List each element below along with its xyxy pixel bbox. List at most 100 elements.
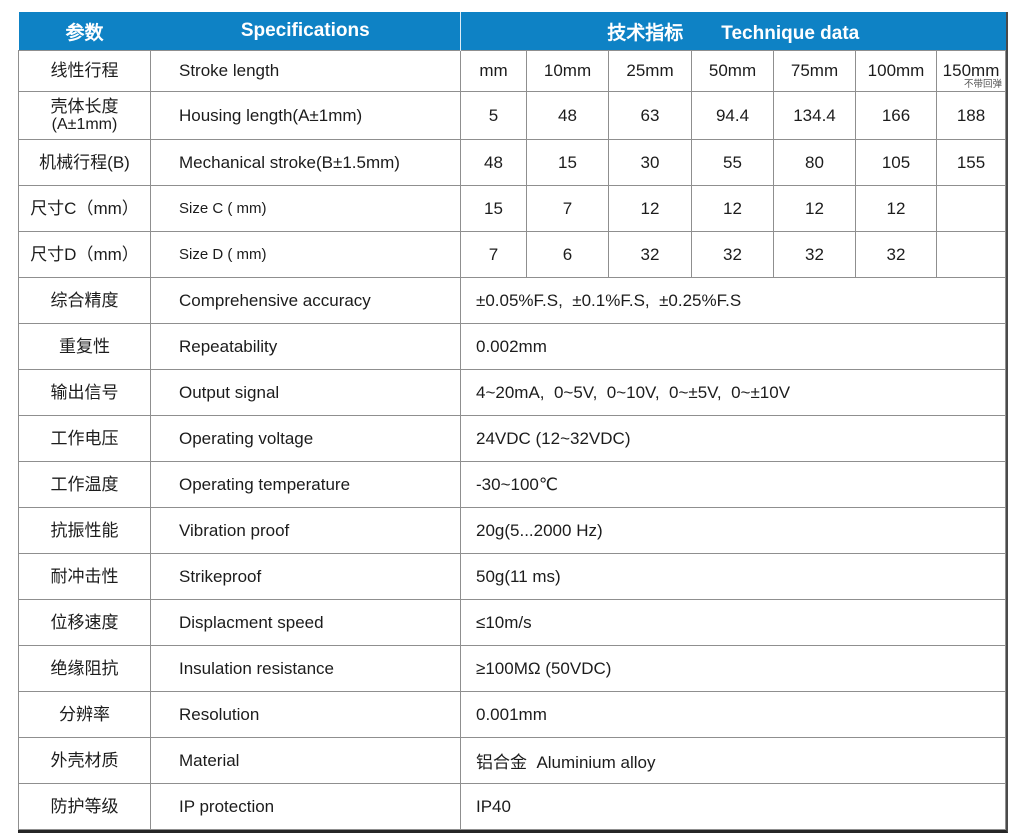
sizec-cell-6: 12 bbox=[855, 185, 937, 232]
spec-value: 24VDC (12~32VDC) bbox=[459, 415, 1007, 462]
param-label-en: Size C ( mm) bbox=[150, 185, 461, 232]
spec-value: ≥100MΩ (50VDC) bbox=[459, 645, 1007, 692]
param-label-zh: 防护等级 bbox=[18, 783, 151, 830]
sized-cell-2: 6 bbox=[526, 231, 609, 278]
param-label-zh: 位移速度 bbox=[18, 599, 151, 646]
sizec-cell-3: 12 bbox=[608, 185, 692, 232]
mech-cell-4: 55 bbox=[691, 139, 774, 186]
spec-value: ±0.05%F.S, ±0.1%F.S, ±0.25%F.S bbox=[459, 277, 1007, 324]
stroke-cell-50mm: 50mm bbox=[691, 50, 774, 92]
spec-value: 50g(11 ms) bbox=[459, 553, 1007, 600]
table-row-operating-temperature: 工作温度 Operating temperature -30~100℃ bbox=[18, 461, 1007, 508]
param-label-zh: 外壳材质 bbox=[18, 737, 151, 784]
param-label-zh: 抗振性能 bbox=[18, 507, 151, 554]
param-label-zh: 尺寸C（mm） bbox=[18, 185, 151, 232]
table-row-output-signal: 输出信号 Output signal 4~20mA, 0~5V, 0~10V, … bbox=[18, 369, 1007, 416]
table-row-operating-voltage: 工作电压 Operating voltage 24VDC (12~32VDC) bbox=[18, 415, 1007, 462]
spec-value: IP40 bbox=[459, 783, 1007, 830]
table-row-stroke-length: 线性行程 Stroke length mm 10mm 25mm 50mm 75m… bbox=[18, 50, 1007, 92]
param-label-en: Comprehensive accuracy bbox=[150, 277, 461, 324]
header-technique-en: Technique data bbox=[721, 22, 860, 44]
housing-cell-1: 5 bbox=[460, 91, 527, 140]
sized-cell-1: 7 bbox=[460, 231, 527, 278]
header-param: 参数 bbox=[18, 12, 151, 51]
param-label-zh: 综合精度 bbox=[18, 277, 151, 324]
param-label-en: Size D ( mm) bbox=[150, 231, 461, 278]
mech-cell-6: 105 bbox=[855, 139, 937, 186]
mech-cell-5: 80 bbox=[773, 139, 856, 186]
datasheet-page: 参数 Specifications 技术指标 Technique data 线性行… bbox=[18, 12, 1009, 833]
stroke-cell-150mm: 150mm 不带回弹 bbox=[935, 50, 1007, 92]
table-row-comprehensive-accuracy: 综合精度 Comprehensive accuracy ±0.05%F.S, ±… bbox=[18, 277, 1007, 324]
table-row-resolution: 分辨率 Resolution 0.001mm bbox=[18, 691, 1007, 738]
mech-cell-7: 155 bbox=[935, 139, 1007, 186]
spec-value: 20g(5...2000 Hz) bbox=[459, 507, 1007, 554]
sizec-cell-1: 15 bbox=[460, 185, 527, 232]
table-row-insulation-resistance: 绝缘阻抗 Insulation resistance ≥100MΩ (50VDC… bbox=[18, 645, 1007, 692]
param-label-zh-line1: 壳体长度 bbox=[50, 96, 119, 116]
param-label-zh: 耐冲击性 bbox=[18, 553, 151, 600]
table-row-ip-protection: 防护等级 IP protection IP40 bbox=[18, 783, 1007, 830]
param-label-en: Insulation resistance bbox=[150, 645, 461, 692]
sized-cell-5: 32 bbox=[773, 231, 856, 278]
param-label-en: Vibration proof bbox=[150, 507, 461, 554]
param-label-zh: 输出信号 bbox=[18, 369, 151, 416]
param-label-en: Output signal bbox=[150, 369, 461, 416]
housing-cell-5: 134.4 bbox=[773, 91, 856, 140]
spec-value: 铝合金 Aluminium alloy bbox=[459, 737, 1007, 784]
mech-cell-2: 15 bbox=[526, 139, 609, 186]
param-label-en: Material bbox=[150, 737, 461, 784]
spec-table: 参数 Specifications 技术指标 Technique data 线性行… bbox=[18, 12, 1007, 830]
table-row-housing-length: 壳体长度 (A±1mm) Housing length(A±1mm) 5 48 6… bbox=[18, 91, 1007, 140]
param-label-en: Operating temperature bbox=[150, 461, 461, 508]
housing-cell-4: 94.4 bbox=[691, 91, 774, 140]
stroke-cell-100mm: 100mm bbox=[855, 50, 937, 92]
stroke-cell-25mm: 25mm bbox=[608, 50, 692, 92]
param-label-en: Mechanical stroke(B±1.5mm) bbox=[150, 139, 461, 186]
param-label-en: IP protection bbox=[150, 783, 461, 830]
table-row-strikeproof: 耐冲击性 Strikeproof 50g(11 ms) bbox=[18, 553, 1007, 600]
param-label-en: Strikeproof bbox=[150, 553, 461, 600]
param-label-en: Stroke length bbox=[150, 50, 461, 92]
stroke-cell-10mm: 10mm bbox=[526, 50, 609, 92]
sized-cell-4: 32 bbox=[691, 231, 774, 278]
housing-cell-7: 188 bbox=[935, 91, 1007, 140]
param-label-zh: 机械行程(B) bbox=[18, 139, 151, 186]
stroke-cell-unit: mm bbox=[460, 50, 527, 92]
table-row-displacement-speed: 位移速度 Displacment speed ≤10m/s bbox=[18, 599, 1007, 646]
param-label-zh: 尺寸D（mm） bbox=[18, 231, 151, 278]
header-specifications: Specifications bbox=[150, 12, 461, 51]
table-row-size-c: 尺寸C（mm） Size C ( mm) 15 7 12 12 12 12 bbox=[18, 185, 1007, 232]
mech-cell-3: 30 bbox=[608, 139, 692, 186]
sized-cell-7 bbox=[935, 231, 1007, 278]
header-technique-zh: 技术指标 bbox=[607, 22, 684, 44]
param-label-zh-line2: (A±1mm) bbox=[51, 116, 118, 134]
header-row: 参数 Specifications 技术指标 Technique data bbox=[18, 12, 1006, 51]
spec-table-frame: 参数 Specifications 技术指标 Technique data 线性行… bbox=[18, 12, 1009, 833]
param-label-en: Displacment speed bbox=[150, 599, 461, 646]
param-label-zh: 重复性 bbox=[18, 323, 151, 370]
sized-cell-6: 32 bbox=[855, 231, 937, 278]
spec-value: -30~100℃ bbox=[459, 461, 1007, 508]
param-label-zh: 工作电压 bbox=[18, 415, 151, 462]
sizec-cell-4: 12 bbox=[691, 185, 774, 232]
sizec-cell-2: 7 bbox=[526, 185, 609, 232]
no-spring-return-note: 不带回弹 bbox=[964, 79, 1003, 90]
spec-value: 0.002mm bbox=[459, 323, 1007, 370]
sizec-cell-5: 12 bbox=[773, 185, 856, 232]
spec-value: 4~20mA, 0~5V, 0~10V, 0~±5V, 0~±10V bbox=[459, 369, 1007, 416]
table-row-vibration-proof: 抗振性能 Vibration proof 20g(5...2000 Hz) bbox=[18, 507, 1007, 554]
param-label-zh: 绝缘阻抗 bbox=[18, 645, 151, 692]
housing-cell-2: 48 bbox=[526, 91, 609, 140]
sizec-cell-7 bbox=[935, 185, 1007, 232]
param-label-en: Resolution bbox=[150, 691, 461, 738]
param-label-zh: 工作温度 bbox=[18, 461, 151, 508]
stroke-150mm-value: 150mm bbox=[942, 61, 1000, 80]
stroke-cell-75mm: 75mm bbox=[773, 50, 856, 92]
param-label-zh: 线性行程 bbox=[18, 50, 151, 92]
spec-value: ≤10m/s bbox=[459, 599, 1007, 646]
housing-cell-3: 63 bbox=[608, 91, 692, 140]
table-row-mechanical-stroke: 机械行程(B) Mechanical stroke(B±1.5mm) 48 15… bbox=[18, 139, 1007, 186]
param-label-en: Housing length(A±1mm) bbox=[150, 91, 461, 140]
housing-cell-6: 166 bbox=[855, 91, 937, 140]
